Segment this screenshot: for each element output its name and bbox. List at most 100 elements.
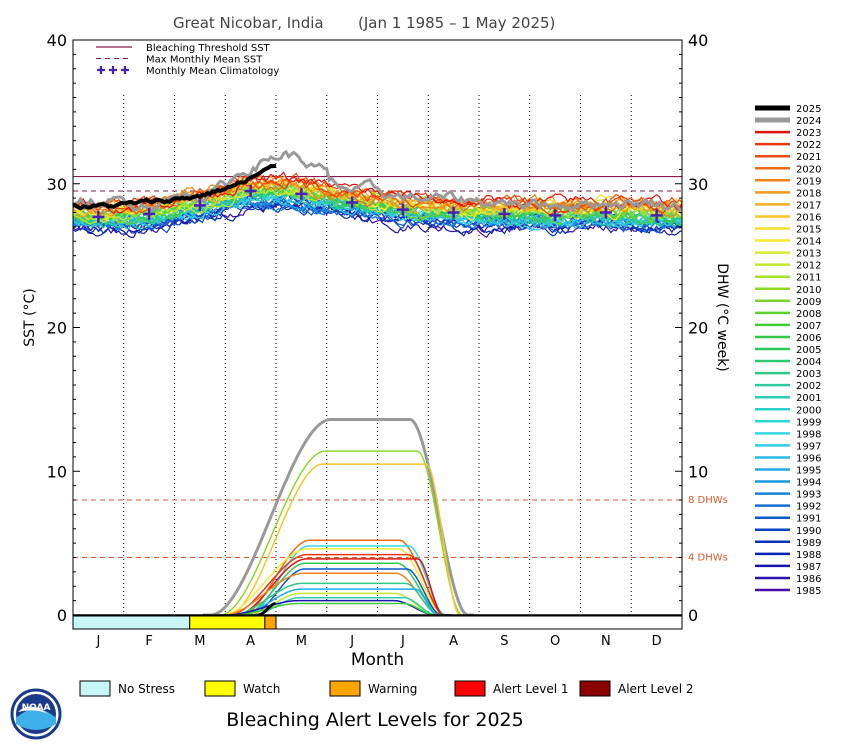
legend-label: Monthly Mean Climatology	[146, 66, 279, 77]
climatology-marker	[244, 184, 257, 197]
year-label: 2016	[796, 212, 821, 223]
climatology-marker	[498, 207, 511, 220]
dhw-line-2022	[221, 553, 452, 616]
month-label: J	[95, 634, 100, 649]
year-label: 2002	[796, 381, 821, 392]
year-label: 2021	[796, 152, 821, 163]
year-label: 2020	[796, 164, 821, 175]
climatology-marker	[447, 206, 460, 219]
year-label: 1992	[796, 502, 821, 513]
alert-level-label: Alert Level 1	[493, 682, 569, 696]
x-axis-label: Month	[351, 650, 404, 670]
sst-line-2025	[72, 163, 277, 211]
right-tick-label: 0	[688, 606, 698, 625]
dhw-line-2024	[202, 418, 474, 617]
year-label: 1993	[796, 490, 821, 501]
year-label: 2022	[796, 140, 821, 151]
sst-line-2014	[72, 179, 682, 222]
month-label: A	[449, 634, 458, 649]
legend-label: Bleaching Threshold SST	[146, 43, 271, 54]
right-tick-label: 20	[688, 319, 708, 338]
dhw-line-2010	[212, 450, 470, 616]
year-legend: 2025202420232022202120202019201820172016…	[755, 104, 821, 597]
year-label: 1991	[796, 514, 821, 525]
grid-layer	[73, 95, 682, 615]
year-label: 1998	[796, 429, 821, 440]
alert-level-swatch	[579, 680, 611, 697]
dhw-line-2003	[224, 582, 447, 616]
climatology-marker	[599, 206, 612, 219]
footer-title: Bleaching Alert Levels for 2025	[226, 709, 523, 731]
dhw-reference-label: 4 DHWs	[688, 553, 728, 564]
year-label: 1989	[796, 538, 821, 549]
year-label: 1996	[796, 453, 821, 464]
year-label: 1995	[796, 466, 821, 477]
year-label: 2013	[796, 249, 821, 260]
month-label: A	[246, 634, 255, 649]
year-label: 2011	[796, 273, 821, 284]
year-label: 1994	[796, 478, 821, 489]
sst-line-2012	[72, 186, 683, 226]
alert-level-swatch	[329, 680, 361, 697]
alert-level-swatch	[204, 680, 236, 697]
series-layer	[72, 149, 683, 617]
alert-bar-segment	[189, 615, 266, 630]
year-label: 2005	[796, 345, 821, 356]
logo-bird	[18, 706, 48, 714]
dhw-reference-label: 8 DHWs	[688, 495, 728, 506]
legend-label: Max Monthly Mean SST	[146, 55, 263, 66]
y-axis-left-label: SST (°C)	[22, 288, 38, 346]
year-label: 1988	[796, 550, 821, 561]
month-label: J	[400, 634, 405, 649]
right-tick-label: 40	[688, 31, 708, 50]
logo-wave	[16, 709, 56, 730]
year-label: 2012	[796, 261, 821, 272]
dhw-line-2007	[225, 602, 442, 616]
year-label: 2009	[796, 297, 821, 308]
year-label: 2015	[796, 225, 821, 236]
year-label: 2010	[796, 285, 821, 296]
alert-level-label: Watch	[243, 682, 280, 696]
dhw-line-2019	[216, 572, 448, 616]
alert-levels-legend: No Stress Watch Warning Alert Level 1 Alert …	[72, 615, 694, 697]
legend-swatch-climatology	[121, 66, 129, 74]
month-label: M	[296, 634, 307, 649]
year-label: 2014	[796, 237, 821, 248]
year-label: 1987	[796, 562, 821, 573]
year-label: 2019	[796, 176, 821, 187]
right-tick-label: 30	[688, 175, 708, 194]
year-label: 1986	[796, 574, 821, 585]
year-label: 2004	[796, 357, 821, 368]
year-label: 1990	[796, 526, 821, 537]
year-label: 2024	[796, 116, 821, 127]
year-label: 2001	[796, 393, 821, 404]
legend-swatch-climatology	[109, 66, 117, 74]
year-label: 1997	[796, 441, 821, 452]
noaa-logo: NOAA	[10, 688, 62, 740]
month-label: N	[601, 634, 611, 649]
dhw-line-2001	[245, 597, 443, 616]
dhw-line-2016	[220, 463, 467, 616]
year-label: 2017	[796, 200, 821, 211]
month-label: D	[652, 634, 662, 649]
left-tick-label: 30	[47, 175, 67, 194]
climatology-marker	[650, 209, 663, 222]
climatology-marker	[396, 203, 409, 216]
climatology-marker	[346, 196, 359, 209]
year-label: 1985	[796, 586, 821, 597]
year-label: 2025	[796, 104, 821, 115]
climatology-marker	[143, 207, 156, 220]
dhw-line-2005	[235, 562, 449, 616]
left-tick-label: 20	[47, 319, 67, 338]
alert-bar-segment	[72, 615, 191, 630]
dhw-line-1995	[231, 588, 445, 616]
alert-level-swatch	[454, 680, 486, 697]
month-label: O	[550, 634, 560, 649]
climatology-marker	[193, 199, 206, 212]
y-axis-right-label: DHW (°C week)	[714, 263, 730, 372]
left-tick-label: 10	[47, 462, 67, 481]
climatology-marker	[295, 187, 308, 200]
left-tick-label: 40	[47, 31, 67, 50]
